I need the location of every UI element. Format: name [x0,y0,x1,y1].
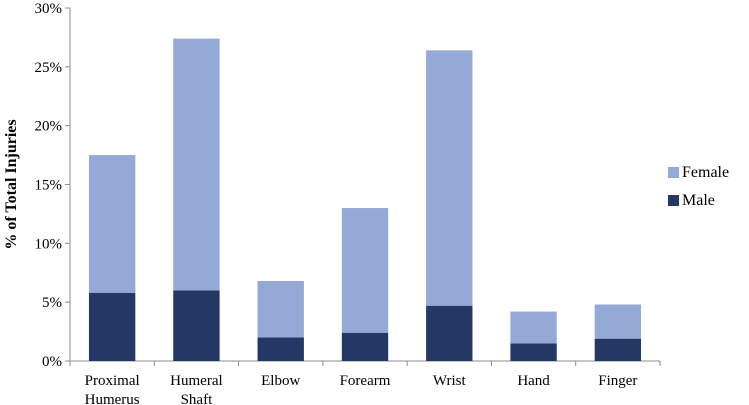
y-tick-label: 15% [35,178,63,194]
y-tick-label: 10% [35,236,63,252]
bar-female [510,311,557,344]
x-tick-label: Finger [598,373,637,389]
bar-male [173,290,220,361]
legend-label-male: Male [682,192,715,209]
bar-female [257,280,304,338]
x-tick-labels: Proximal Humerus Humeral Shaft Elbow Forearm W… [69,361,661,405]
y-tick-label: 20% [35,119,63,135]
legend: Female Male [668,164,729,209]
y-ticks: 0% 5% 10% 15% 20% 25% 30% [35,1,70,370]
bar-male [426,305,473,361]
y-tick-label: 30% [35,1,63,17]
legend-swatch-female [668,167,679,178]
x-tick-label: Elbow [261,373,300,389]
y-tick-label: 0% [42,354,62,370]
bar-male [594,338,642,361]
x-tick-label: Hand [517,373,550,389]
bar-female [341,208,389,333]
bar-male [341,332,389,361]
y-tick-label: 25% [35,60,63,76]
bar-male [510,343,557,361]
x-tick-label: Wrist [433,373,467,389]
x-tick-label: Proximal Humerus [85,373,140,405]
y-tick-label: 5% [42,295,62,311]
bar-male [257,337,304,361]
bar-female [88,155,136,293]
legend-swatch-male [668,195,679,206]
x-tick-label: Humeral Shaft [170,373,222,405]
bar-female [426,50,473,306]
bar-male [88,292,136,361]
bars [88,38,642,361]
bar-female [594,304,642,339]
y-axis-label: % of Total Injuries [3,119,20,249]
bar-female [173,38,220,291]
legend-label-female: Female [682,164,729,181]
x-tick-label: Forearm [340,373,391,389]
